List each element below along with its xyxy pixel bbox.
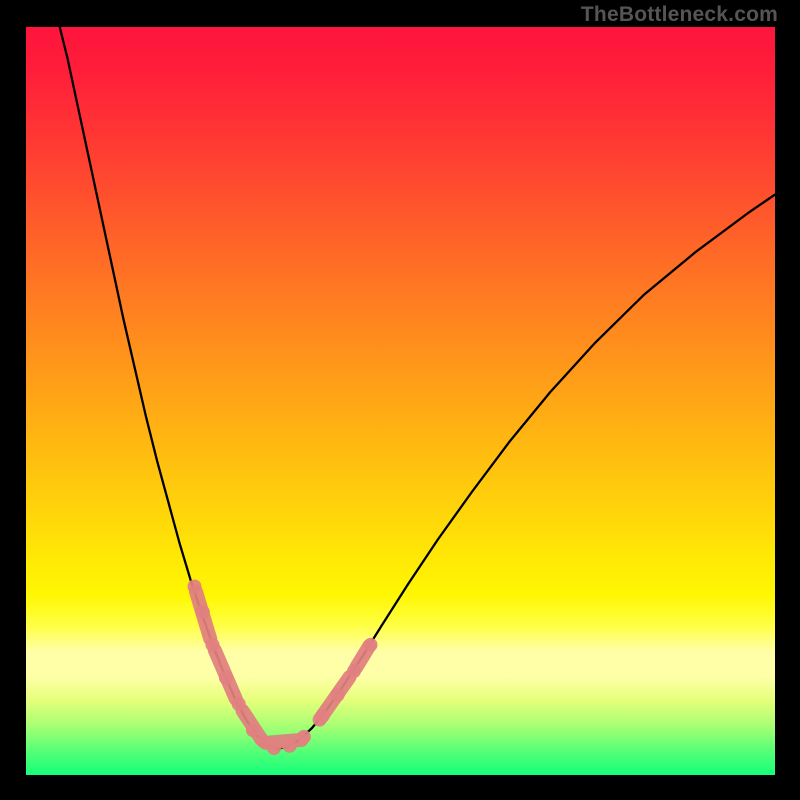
marker-circle [219, 671, 233, 685]
chart-canvas: TheBottleneck.com [0, 0, 800, 800]
marker-circle [246, 723, 260, 737]
marker-circle [347, 664, 361, 678]
marker-circle [283, 739, 297, 753]
marker-circle [297, 730, 311, 744]
marker-circle [364, 638, 378, 652]
marker-circle [188, 580, 202, 594]
marker-circle [206, 638, 220, 652]
marker-circle [316, 709, 330, 723]
gradient-background [26, 27, 775, 775]
marker-circle [196, 605, 210, 619]
chart-svg [0, 0, 800, 800]
marker-circle [331, 688, 345, 702]
marker-circle [232, 697, 246, 711]
watermark-text: TheBottleneck.com [581, 3, 778, 27]
marker-circle [267, 741, 281, 755]
